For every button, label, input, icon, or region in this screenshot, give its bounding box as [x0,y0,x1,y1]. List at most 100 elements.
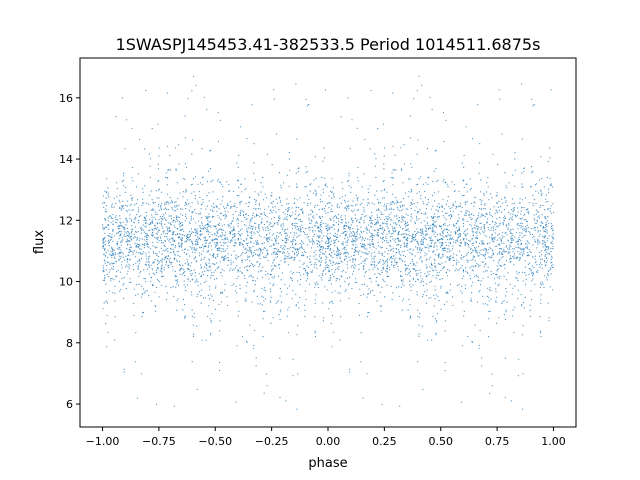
data-point [510,235,512,237]
data-point [175,210,177,212]
data-point [539,242,541,244]
data-point [299,219,301,221]
data-point [418,249,421,251]
data-point [181,242,183,244]
data-point [351,232,353,234]
data-point [486,213,488,215]
data-point [358,303,360,305]
data-point [210,180,212,183]
data-point [108,241,110,243]
data-point [431,239,433,242]
data-point [286,216,288,218]
data-point [107,217,109,219]
data-point [388,230,391,232]
data-point [357,180,359,182]
data-point [381,270,383,272]
data-point [145,221,147,224]
data-point [460,257,462,259]
data-point [505,311,507,313]
data-point [216,238,218,240]
data-point [143,251,145,253]
data-point [121,231,123,233]
data-point [197,244,199,246]
data-point [524,260,526,262]
data-point [119,290,121,292]
data-point [377,208,379,210]
data-point [112,292,114,294]
data-point [471,251,473,254]
data-point [523,253,525,255]
data-point [369,239,371,241]
data-point [314,282,316,284]
data-point [216,206,218,208]
data-point [391,172,393,174]
data-point [104,276,106,278]
data-point [466,228,468,230]
data-point [317,246,319,248]
data-point [251,228,253,231]
data-point [333,261,335,264]
data-point [339,285,341,287]
data-point [379,228,381,230]
data-point [212,191,214,193]
data-point [363,252,365,254]
data-point [222,259,224,261]
data-point [326,248,328,250]
data-point [517,211,519,213]
data-point [312,192,314,194]
data-point [179,229,181,231]
data-point [392,292,394,294]
data-point [112,223,114,225]
data-point [544,231,546,233]
data-point [382,233,384,235]
data-point [444,208,446,210]
data-point [343,248,345,250]
data-point [471,213,473,215]
data-point [462,194,464,197]
data-point [422,236,424,238]
data-point [544,235,547,237]
data-point [260,191,262,193]
data-point [344,225,346,228]
data-point [267,272,269,275]
data-point [135,332,137,334]
data-point [299,247,301,249]
data-point [220,219,222,221]
data-point [108,271,110,273]
data-point [484,204,486,206]
data-point [420,243,422,245]
data-point [532,170,534,173]
data-point [223,270,225,272]
data-point [254,329,256,332]
data-point [286,198,288,200]
data-point [528,242,530,244]
data-point [313,233,316,235]
data-point [443,266,445,268]
data-point [148,203,150,205]
data-point [517,228,519,230]
data-point [167,265,169,267]
data-point [523,229,525,231]
data-point [513,209,515,211]
data-point [515,246,517,248]
data-point [506,260,508,262]
data-point [210,332,212,334]
data-point [107,242,110,244]
data-point [159,222,161,224]
data-point [212,215,214,217]
data-point [209,259,211,261]
data-point [415,206,417,208]
data-point [193,247,195,249]
data-point [152,208,154,210]
data-point [194,231,196,233]
data-point [165,264,167,266]
data-point [318,260,320,262]
data-point [227,238,229,240]
data-point [277,222,279,224]
data-point [428,258,430,260]
data-point [333,253,336,255]
data-point [189,270,191,272]
data-point [546,176,549,179]
data-point [119,215,121,217]
data-point [200,228,202,230]
